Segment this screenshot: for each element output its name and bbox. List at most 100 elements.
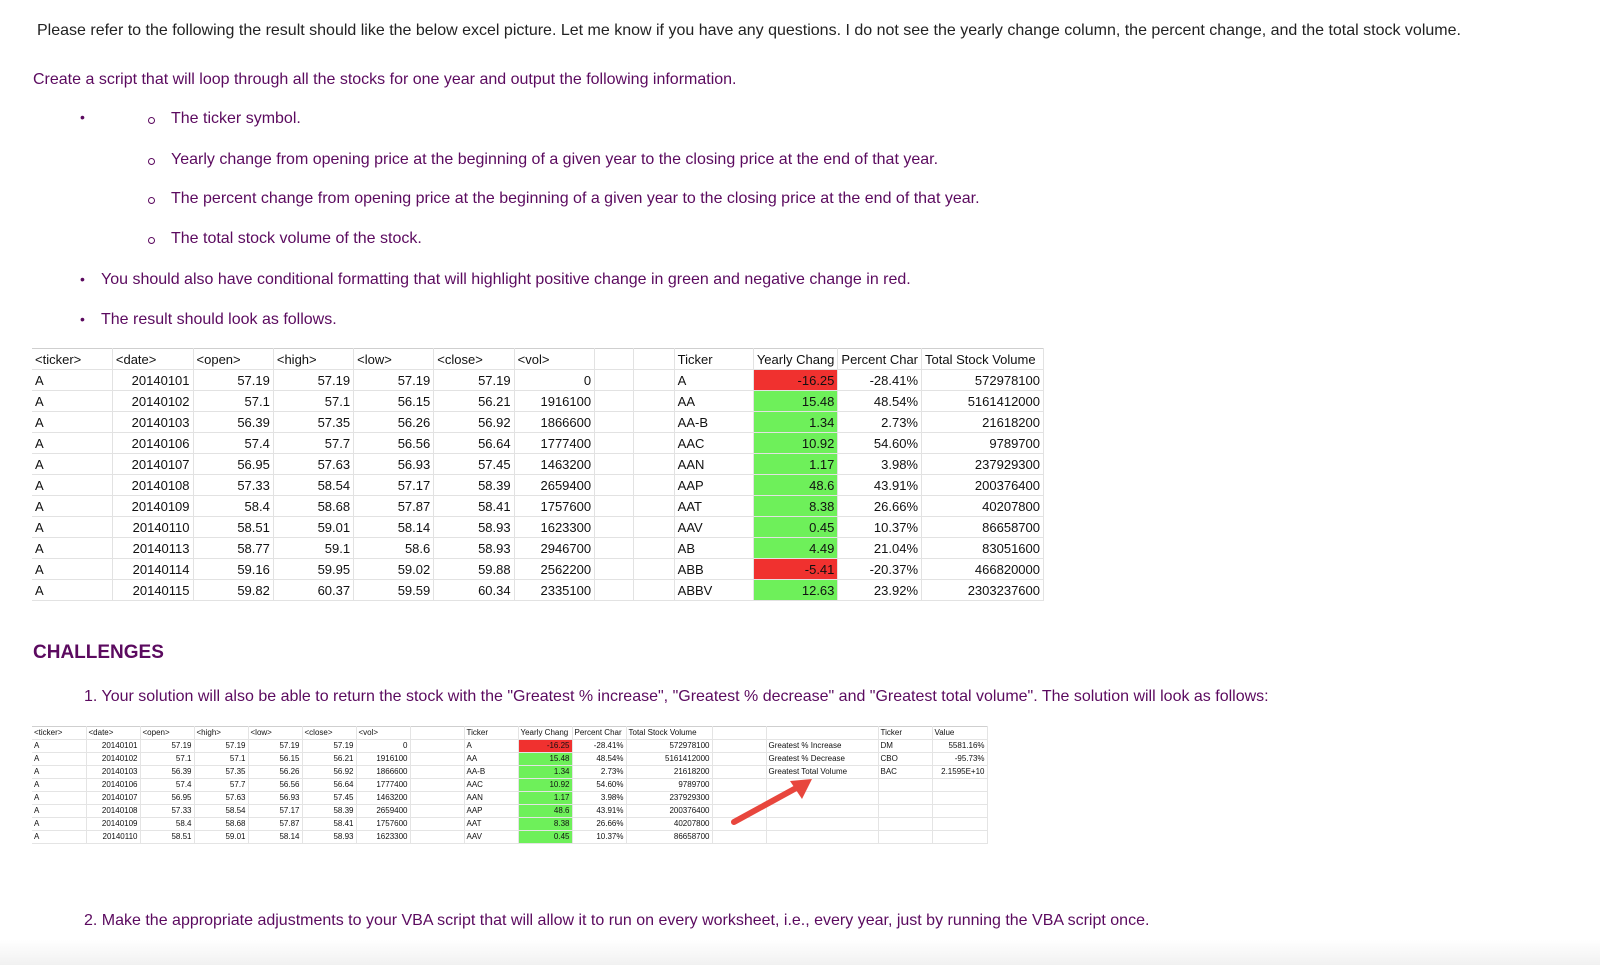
table-cell: 57.87 <box>248 817 303 831</box>
table-cell <box>766 817 879 831</box>
table-cell: Greatest Total Volume <box>766 765 879 779</box>
table-cell: 56.15 <box>353 390 435 412</box>
table-cell: 83051600 <box>921 537 1044 559</box>
table-row: A 20140102 57.1 57.1 56.15 56.21 1916100 AA 15.4… <box>32 390 1044 412</box>
table-cell: A <box>464 739 519 753</box>
table-cell <box>594 495 635 517</box>
table-cell: 8.38 <box>753 495 839 517</box>
table-cell: 57.35 <box>194 765 249 779</box>
table-row: A 20140109 58.4 58.68 57.87 58.41 1757600 AAT 8.… <box>32 495 1044 517</box>
table-cell <box>594 474 635 496</box>
table-cell: 59.82 <box>193 579 274 601</box>
table-cell: 1757600 <box>356 817 411 831</box>
table-cell: A <box>32 369 113 391</box>
table-header-cell: <close> <box>302 726 357 740</box>
table-cell: A <box>32 765 87 779</box>
table-cell: 20140107 <box>112 453 194 475</box>
table-header-cell: Percent Char <box>572 726 627 740</box>
table-cell: 1866600 <box>356 765 411 779</box>
table-cell: AB <box>674 537 754 559</box>
table-cell: 2659400 <box>514 474 596 496</box>
table-cell: 2303237600 <box>921 579 1044 601</box>
sub-bullet-ticker: The ticker symbol. <box>171 110 301 127</box>
table-cell: AAV <box>674 516 754 538</box>
table-cell: 21618200 <box>921 411 1044 433</box>
table-cell: 20140101 <box>112 369 194 391</box>
table-cell: 237929300 <box>921 453 1044 475</box>
table-header-cell: <open> <box>140 726 195 740</box>
table-cell <box>878 830 933 844</box>
table-cell: 58.4 <box>140 817 195 831</box>
table-cell: 200376400 <box>921 474 1044 496</box>
table-cell: 60.37 <box>273 579 355 601</box>
table-cell: 1777400 <box>356 778 411 792</box>
table-cell: A <box>32 495 113 517</box>
table-header-cell: <close> <box>433 348 515 370</box>
table-cell <box>932 830 988 844</box>
table-cell: 56.21 <box>433 390 515 412</box>
table-header-cell: <high> <box>273 348 355 370</box>
table-cell: 20140109 <box>86 817 141 831</box>
table-cell <box>594 558 635 580</box>
sub-bullet-circle <box>148 158 155 165</box>
table-cell: 58.51 <box>140 830 195 844</box>
sub-bullet-volume: The total stock volume of the stock. <box>171 230 422 247</box>
table-cell: 2562200 <box>514 558 596 580</box>
table-cell: 20140102 <box>112 390 194 412</box>
challenge-2-text: 2. Make the appropriate adjustments to y… <box>84 912 1150 929</box>
table-cell: -16.25 <box>518 739 573 753</box>
table-cell: 59.95 <box>273 558 355 580</box>
sub-bullet-circle <box>148 197 155 204</box>
table-cell: A <box>32 791 87 805</box>
table-row: A 20140110 58.51 59.01 58.14 58.93 1623300 AAV 0… <box>32 830 988 844</box>
table-cell <box>878 817 933 831</box>
table-cell: A <box>32 537 113 559</box>
table-cell: 56.95 <box>140 791 195 805</box>
table-cell <box>594 516 635 538</box>
table-cell: 5161412000 <box>921 390 1044 412</box>
table-cell: 1777400 <box>514 432 596 454</box>
table-cell: 3.98% <box>837 453 922 475</box>
table-cell: 58.4 <box>193 495 274 517</box>
table-cell: 58.51 <box>193 516 274 538</box>
table-cell: A <box>32 474 113 496</box>
table-cell: 58.14 <box>353 516 435 538</box>
table-cell: 57.33 <box>193 474 274 496</box>
table-cell <box>633 558 675 580</box>
table-cell: 56.93 <box>248 791 303 805</box>
table-cell <box>410 830 465 844</box>
table-cell: -5.41 <box>753 558 839 580</box>
table-header-cell: Ticker <box>674 348 754 370</box>
table-cell <box>633 495 675 517</box>
table-row: A 20140101 57.19 57.19 57.19 57.19 0 A -16.25 -28… <box>32 739 988 753</box>
table-header-row: <ticker> <date> <open> <high> <low> <close> <v… <box>32 726 988 740</box>
table-cell <box>410 791 465 805</box>
bullet-result: The result should look as follows. <box>101 311 337 328</box>
table-cell: AAV <box>464 830 519 844</box>
table-cell: 20140103 <box>86 765 141 779</box>
table-cell: AA-B <box>464 765 519 779</box>
table-cell <box>932 778 988 792</box>
table-cell: 57.19 <box>248 739 303 753</box>
table-cell: AA-B <box>674 411 754 433</box>
table-cell: 56.39 <box>140 765 195 779</box>
table-header-cell: Ticker <box>878 726 933 740</box>
table-cell: 20140110 <box>86 830 141 844</box>
table-cell: 57.19 <box>353 369 435 391</box>
table-cell: A <box>32 516 113 538</box>
table-cell <box>932 804 988 818</box>
table-cell: 20140108 <box>86 804 141 818</box>
table-cell: 10.37% <box>572 830 627 844</box>
table-cell: 56.92 <box>302 765 357 779</box>
table-cell: 20140114 <box>112 558 194 580</box>
table-cell: 57.1 <box>140 752 195 766</box>
table-header-cell: <vol> <box>356 726 411 740</box>
table-cell: 20140106 <box>112 432 194 454</box>
table-cell <box>712 791 767 805</box>
table-cell: 57.1 <box>193 390 274 412</box>
table-cell: 1463200 <box>356 791 411 805</box>
table-cell <box>594 369 635 391</box>
table-cell: 48.6 <box>753 474 839 496</box>
table-cell <box>594 579 635 601</box>
table-cell: -16.25 <box>753 369 839 391</box>
